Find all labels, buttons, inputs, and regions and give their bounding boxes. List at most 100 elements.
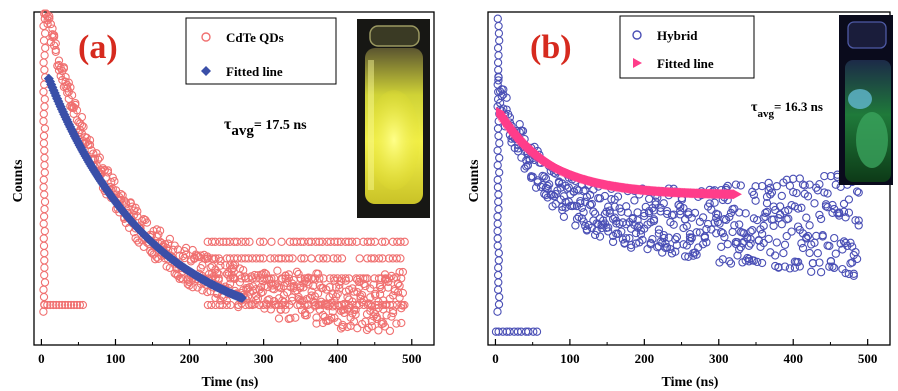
panel-a-data-point bbox=[296, 296, 305, 305]
panel-b-tau-value: = 16.3 ns bbox=[774, 99, 823, 114]
panel-b-data-point bbox=[785, 181, 795, 190]
panel-a-data-point bbox=[398, 288, 408, 298]
panel-a-data-point bbox=[75, 300, 85, 310]
panel-a-data-point bbox=[286, 282, 295, 292]
panel-a-data-point bbox=[51, 39, 60, 48]
panel-b-data-point bbox=[700, 233, 709, 242]
panel-b-data-point bbox=[698, 213, 708, 222]
panel-a-legend: CdTe QDs Fitted line bbox=[185, 17, 337, 85]
panel-b-data-point bbox=[777, 220, 786, 229]
panel-a-data-point bbox=[322, 300, 331, 310]
panel-a-data-point bbox=[116, 189, 126, 199]
panel-b-data-point bbox=[844, 208, 854, 217]
panel-a-data-point bbox=[395, 267, 404, 277]
panel-b-data-point bbox=[826, 256, 836, 266]
panel-a-data-point bbox=[118, 191, 127, 200]
panel-b-data-point bbox=[787, 227, 796, 236]
panel-a-data-point bbox=[103, 168, 113, 177]
panel-a-data-point bbox=[51, 45, 60, 55]
panel-b-data-point bbox=[841, 268, 850, 278]
panel-b-data-point bbox=[630, 196, 639, 205]
panel-b-data-point bbox=[803, 192, 813, 201]
panel-b-data-point bbox=[690, 208, 700, 218]
panel-a-data-point bbox=[314, 254, 324, 263]
panel-a-data-point bbox=[219, 237, 228, 246]
panel-b-data-point bbox=[633, 216, 642, 225]
panel-a-data-point bbox=[245, 300, 254, 310]
panel-a-xtick-label: 500 bbox=[402, 351, 422, 366]
panel-b-fit-marker bbox=[732, 189, 742, 200]
panel-b-data-point bbox=[648, 235, 657, 244]
panel-b-data-point bbox=[839, 199, 849, 209]
panel-a-data-point bbox=[374, 303, 383, 313]
panel-a-data-point bbox=[49, 300, 58, 310]
panel-b-data-point bbox=[626, 240, 636, 250]
panel-a-data-point bbox=[281, 274, 290, 283]
panel-a-data-point bbox=[206, 263, 215, 272]
panel-a-data-point bbox=[381, 274, 390, 283]
panel-a-data-point bbox=[48, 30, 57, 39]
panel-a-data-point bbox=[267, 237, 276, 246]
panel-b: Counts Time (ns) 0 100 200 300 400 500 (b) Hy… bbox=[467, 11, 893, 390]
panel-b-data-point bbox=[769, 221, 778, 231]
panel-a-data-point bbox=[52, 300, 61, 310]
panel-b-data-point bbox=[585, 200, 595, 210]
panel-a-data-point bbox=[367, 322, 377, 331]
panel-b-data-point bbox=[600, 191, 610, 201]
panel-b-data-point bbox=[494, 72, 503, 81]
panel-a-data-point bbox=[208, 254, 217, 263]
panel-a-data-point bbox=[265, 295, 274, 304]
panel-a-data-point bbox=[244, 254, 253, 263]
panel-a-data-point bbox=[373, 300, 382, 310]
panel-a-fit-marker bbox=[237, 293, 247, 304]
panel-b-data-point bbox=[854, 221, 863, 230]
panel-a-data-point bbox=[392, 254, 401, 263]
panel-b-data-point bbox=[640, 209, 649, 218]
panel-b-data-point bbox=[622, 234, 631, 243]
panel-b-data-point bbox=[707, 205, 716, 214]
panel-a-legend-marker-cdte bbox=[201, 32, 211, 42]
panel-b-data-point bbox=[741, 209, 750, 218]
panel-b-data-point bbox=[807, 267, 816, 276]
panel-b-data-point bbox=[823, 189, 832, 198]
panel-a-data-point bbox=[93, 155, 103, 164]
panel-a-data-point bbox=[232, 237, 242, 246]
panel-a-data-point bbox=[378, 254, 387, 263]
panel-a-data-point bbox=[77, 121, 87, 130]
panel-a-data-point bbox=[400, 300, 409, 310]
panel-b-data-point bbox=[746, 227, 755, 236]
panel-a-data-point bbox=[284, 274, 294, 283]
panel-a-data-point bbox=[78, 300, 88, 310]
panel-b-data-point bbox=[759, 221, 768, 231]
panel-a-data-point bbox=[349, 287, 359, 296]
panel-b-data-point bbox=[735, 220, 744, 229]
panel-b-tau-symbol: τ bbox=[751, 100, 758, 115]
panel-a-data-point bbox=[277, 254, 286, 263]
panel-b-data-point bbox=[753, 257, 762, 267]
panel-b-legend-label-hybrid: Hybrid bbox=[657, 28, 698, 43]
panel-b-data-point bbox=[638, 235, 647, 245]
panel-b-data-point bbox=[795, 262, 804, 271]
panel-b-data-point bbox=[816, 214, 826, 224]
panel-b-data-point bbox=[582, 225, 592, 234]
panel-a-data-point bbox=[133, 207, 142, 216]
panel-b-data-point bbox=[502, 93, 511, 102]
panel-b-data-point bbox=[852, 254, 862, 264]
panel-b-data-point bbox=[559, 212, 569, 221]
panel-b-data-point bbox=[746, 239, 755, 248]
panel-b-data-point bbox=[595, 194, 605, 203]
panel-a-data-point bbox=[367, 316, 377, 326]
panel-a-data-point bbox=[318, 237, 327, 246]
panel-b-data-point bbox=[532, 327, 542, 336]
panel-a-data-point bbox=[255, 237, 265, 246]
panel-b-data-point bbox=[813, 249, 822, 258]
panel-a-data-point bbox=[214, 274, 223, 283]
panel-b-xtick-label: 200 bbox=[635, 351, 655, 366]
panel-b-data-point bbox=[687, 233, 696, 242]
panel-a-data-point bbox=[49, 31, 59, 40]
panel-a-data-point bbox=[341, 237, 350, 246]
panel-a-tau-symbol: τ bbox=[224, 116, 232, 133]
panel-a-data-point bbox=[397, 300, 406, 310]
panel-b-data-point bbox=[793, 204, 803, 213]
panel-a-data-point bbox=[274, 314, 284, 323]
